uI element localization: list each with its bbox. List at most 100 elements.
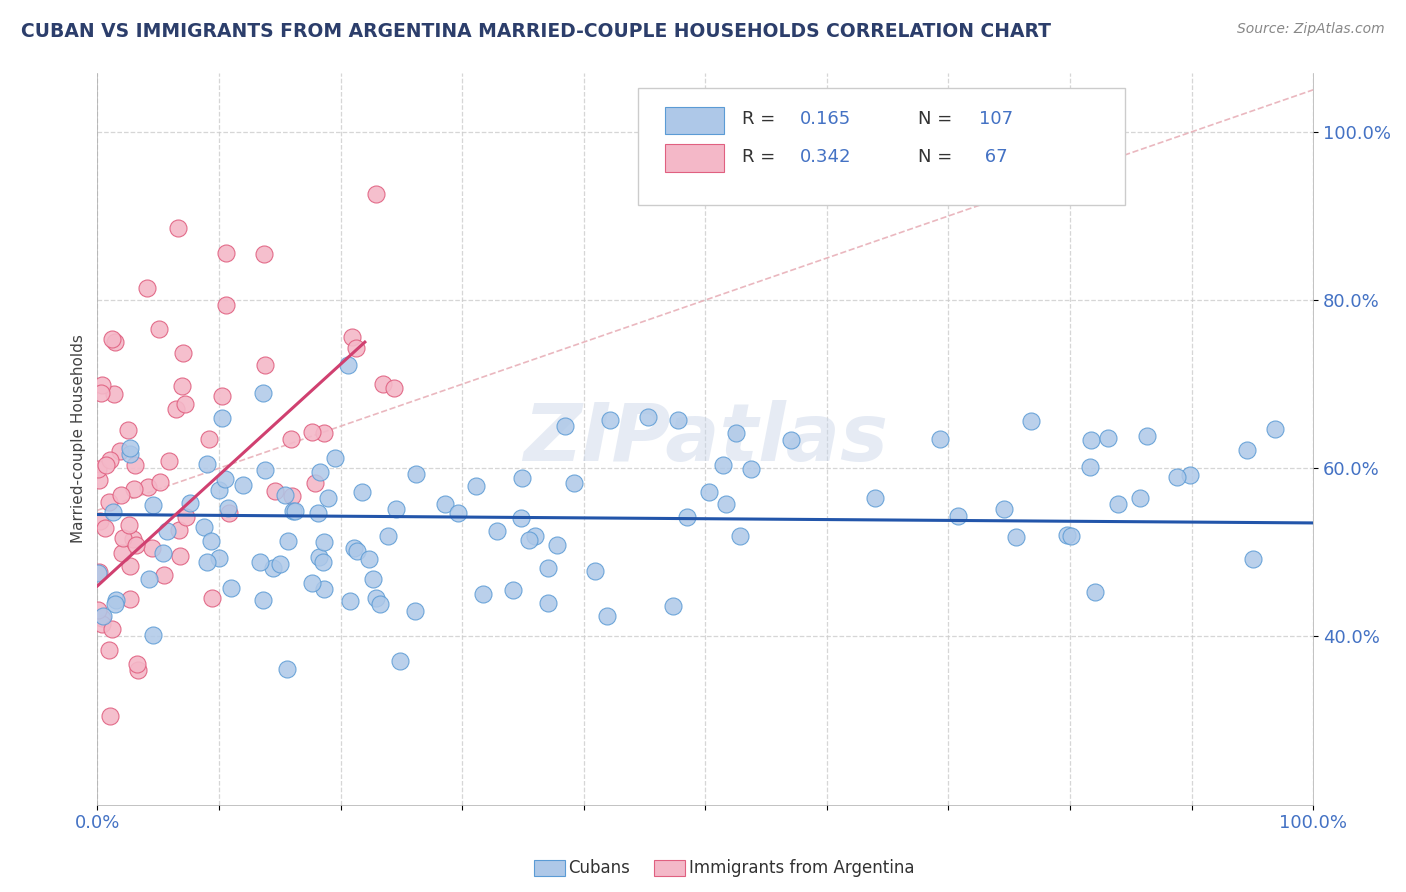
Cubans (276, 662, 298, 676)
Cubans (714, 497, 737, 511)
Cubans (208, 483, 231, 497)
Cubans (510, 471, 533, 485)
Cubans (312, 582, 335, 596)
Immigrants from Argentina (136, 480, 159, 494)
Cubans (301, 576, 323, 591)
Cubans (254, 463, 277, 477)
Cubans (104, 597, 127, 611)
Text: N =: N = (918, 148, 957, 166)
Cubans (389, 654, 412, 668)
Immigrants from Argentina (253, 247, 276, 261)
Text: 67: 67 (979, 148, 1008, 166)
Cubans (262, 560, 284, 574)
Immigrants from Argentina (344, 342, 367, 356)
Immigrants from Argentina (117, 423, 139, 437)
Cubans (1004, 530, 1026, 544)
Cubans (368, 597, 391, 611)
Immigrants from Argentina (118, 592, 141, 607)
Cubans (662, 599, 685, 613)
Immigrants from Argentina (112, 531, 135, 545)
Bar (665, 144, 724, 172)
Cubans (200, 534, 222, 549)
Cubans (343, 541, 366, 556)
Cubans (339, 594, 361, 608)
Cubans (554, 419, 576, 434)
Immigrants from Argentina (100, 332, 122, 346)
Immigrants from Argentina (215, 298, 238, 312)
Immigrants from Argentina (101, 622, 124, 636)
Cubans (562, 476, 585, 491)
Cubans (277, 534, 299, 549)
Cubans (214, 472, 236, 486)
Cubans (865, 491, 887, 505)
Cubans (323, 450, 346, 465)
Text: R =: R = (742, 148, 780, 166)
Immigrants from Argentina (157, 454, 180, 468)
Cubans (337, 359, 360, 373)
Immigrants from Argentina (110, 444, 132, 458)
Cubans (1097, 431, 1119, 445)
Immigrants from Argentina (304, 476, 326, 491)
Immigrants from Argentina (281, 489, 304, 503)
Cubans (269, 557, 291, 571)
Immigrants from Argentina (340, 330, 363, 344)
Immigrants from Argentina (149, 475, 172, 489)
Immigrants from Argentina (127, 664, 149, 678)
Cubans (361, 572, 384, 586)
Immigrants from Argentina (254, 359, 277, 373)
Y-axis label: Married-couple Households: Married-couple Households (72, 334, 86, 543)
Cubans (312, 534, 335, 549)
Immigrants from Argentina (122, 532, 145, 546)
Cubans (486, 524, 509, 538)
Cubans (446, 506, 468, 520)
Immigrants from Argentina (172, 346, 194, 360)
Immigrants from Argentina (125, 539, 148, 553)
Immigrants from Argentina (89, 566, 111, 580)
Cubans (142, 498, 165, 512)
Cubans (502, 582, 524, 597)
Immigrants from Argentina (280, 433, 302, 447)
Cubans (346, 543, 368, 558)
Cubans (142, 628, 165, 642)
Immigrants from Argentina (91, 610, 114, 624)
Cubans (1080, 433, 1102, 447)
Cubans (517, 533, 540, 547)
Cubans (1241, 551, 1264, 566)
Cubans (318, 491, 340, 505)
Cubans (195, 457, 218, 471)
Text: CUBAN VS IMMIGRANTS FROM ARGENTINA MARRIED-COUPLE HOUSEHOLDS CORRELATION CHART: CUBAN VS IMMIGRANTS FROM ARGENTINA MARRI… (21, 22, 1052, 41)
Cubans (217, 500, 239, 515)
Bar (665, 107, 724, 135)
Cubans (366, 591, 388, 605)
Immigrants from Argentina (97, 494, 120, 508)
Immigrants from Argentina (87, 474, 110, 488)
Cubans (1059, 528, 1081, 542)
Text: 0.342: 0.342 (800, 148, 852, 166)
Immigrants from Argentina (382, 381, 405, 395)
Cubans (284, 504, 307, 518)
Immigrants from Argentina (172, 378, 194, 392)
Cubans (993, 501, 1015, 516)
Immigrants from Argentina (364, 186, 387, 201)
Cubans (1019, 414, 1042, 428)
Immigrants from Argentina (211, 389, 233, 403)
Cubans (404, 604, 426, 618)
Cubans (211, 411, 233, 425)
Cubans (1236, 443, 1258, 458)
Cubans (599, 413, 621, 427)
Cubans (465, 479, 488, 493)
Immigrants from Argentina (263, 483, 285, 498)
Immigrants from Argentina (301, 425, 323, 440)
Immigrants from Argentina (176, 509, 198, 524)
Text: R =: R = (742, 110, 780, 128)
Immigrants from Argentina (371, 376, 394, 391)
Immigrants from Argentina (166, 221, 188, 235)
Cubans (740, 462, 762, 476)
Cubans (1084, 585, 1107, 599)
Immigrants from Argentina (167, 523, 190, 537)
Cubans (1129, 491, 1152, 505)
Cubans (472, 587, 495, 601)
Cubans (308, 465, 330, 479)
Immigrants from Argentina (153, 568, 176, 582)
Cubans (583, 564, 606, 578)
